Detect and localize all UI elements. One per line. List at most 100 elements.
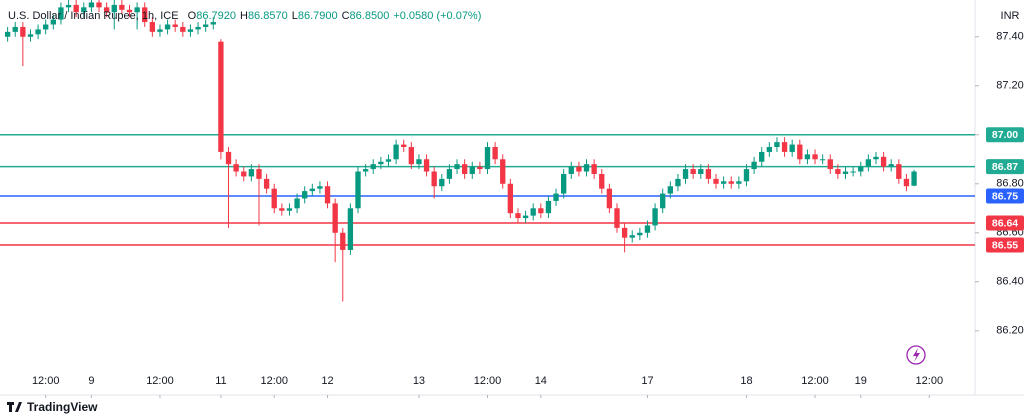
candle-body (720, 181, 727, 184)
change-value: +0.0580 (+0.07%) (393, 10, 481, 22)
candle-body (73, 4, 79, 13)
candle-body (111, 4, 117, 13)
candle-body (682, 169, 689, 179)
candle-body (469, 166, 475, 174)
ohlc-value: 86.7920 (196, 10, 236, 22)
alert-icon[interactable] (906, 345, 926, 365)
plot-area (0, 0, 975, 302)
candle-body (652, 208, 658, 226)
candle-body (743, 169, 750, 182)
candle-body (58, 7, 64, 20)
candle-body (835, 169, 841, 174)
candle-body (241, 171, 247, 177)
candle-body (164, 24, 171, 30)
candle-body (888, 164, 894, 167)
x-tick-label: 11 (215, 375, 226, 387)
x-tick-label: 12:00 (32, 375, 60, 387)
candle-body (416, 159, 422, 165)
candle-body (751, 161, 757, 170)
candle-body (81, 7, 87, 13)
candle-body (172, 24, 178, 27)
candle-body (675, 178, 681, 187)
ohlc-key: O (188, 10, 197, 22)
candle-body (477, 166, 483, 170)
candle-body (4, 31, 11, 37)
candle-body (180, 26, 186, 32)
candle-body (286, 208, 293, 211)
candle-body (819, 159, 826, 161)
candle-body (195, 26, 201, 30)
candle-body (553, 193, 559, 201)
candle-body (583, 164, 590, 172)
candle-body (370, 164, 376, 170)
candle-body (614, 208, 620, 228)
candle-body (233, 164, 239, 172)
candle-body (880, 156, 887, 167)
candle-body (423, 159, 430, 172)
candle-body (355, 171, 361, 209)
brand-name: TradingView (27, 400, 98, 414)
candle-body (103, 7, 110, 13)
candle-body (576, 166, 582, 172)
candle-body (850, 171, 856, 173)
candle-body (507, 183, 514, 214)
candle-body (515, 213, 521, 219)
candle-body (522, 215, 529, 219)
candle-body (591, 164, 597, 174)
candle-body (12, 26, 18, 32)
brand-logo: TradingView (7, 400, 98, 414)
ohlc-value: 86.8500 (350, 10, 390, 22)
candle-body (96, 2, 102, 8)
x-tick-label: 12:00 (474, 375, 502, 387)
candle-body (660, 193, 666, 209)
candle-body (812, 154, 818, 160)
candle-body (492, 147, 498, 160)
candle-body (210, 22, 216, 25)
candle-body (789, 144, 795, 152)
ohlc-key: C (342, 10, 350, 22)
candle-body (461, 164, 468, 174)
candle-body (774, 142, 780, 148)
y-tick-label: 86.80 (996, 178, 1024, 190)
candle-body (561, 173, 567, 194)
x-tick-label: 17 (641, 375, 653, 387)
x-tick-label: 12:00 (146, 375, 174, 387)
candle-body (873, 156, 879, 160)
candle-body (690, 169, 696, 174)
candle-body (256, 169, 262, 179)
candle-body (340, 232, 346, 250)
level-label: 87.00 (992, 129, 1018, 141)
candle-body (705, 169, 712, 179)
candle-body (378, 161, 384, 165)
candle-body (225, 151, 232, 165)
candle-body (385, 159, 392, 162)
candle-body (218, 41, 224, 152)
candle-body (126, 9, 133, 13)
level-badge (986, 188, 1024, 204)
candle-body (781, 142, 788, 152)
candle-body (500, 159, 506, 184)
x-tick-label: 12 (321, 375, 333, 387)
x-tick-label: 18 (740, 375, 752, 387)
candle-body (362, 169, 369, 172)
candle-body (309, 188, 315, 192)
symbol-title: U.S. Dollar / Indian Rupee, 1h, ICE (8, 10, 179, 22)
candle-body (903, 178, 910, 187)
candle-body (698, 169, 704, 174)
level-label: 86.87 (992, 161, 1018, 173)
candle-body (332, 203, 338, 233)
candle-body (797, 144, 803, 160)
level-label: 86.64 (992, 217, 1018, 229)
candle-body (271, 188, 277, 209)
candle-body (621, 227, 628, 238)
candle-body (347, 208, 354, 250)
level-badge (986, 159, 1024, 175)
level-label: 86.75 (992, 190, 1018, 202)
candle-body (149, 22, 156, 32)
candle-body (393, 144, 399, 160)
candle-body (538, 208, 544, 214)
candle-body (134, 7, 140, 13)
candle-body (728, 181, 734, 184)
candle-body (65, 4, 72, 8)
level-badge (986, 237, 1024, 253)
